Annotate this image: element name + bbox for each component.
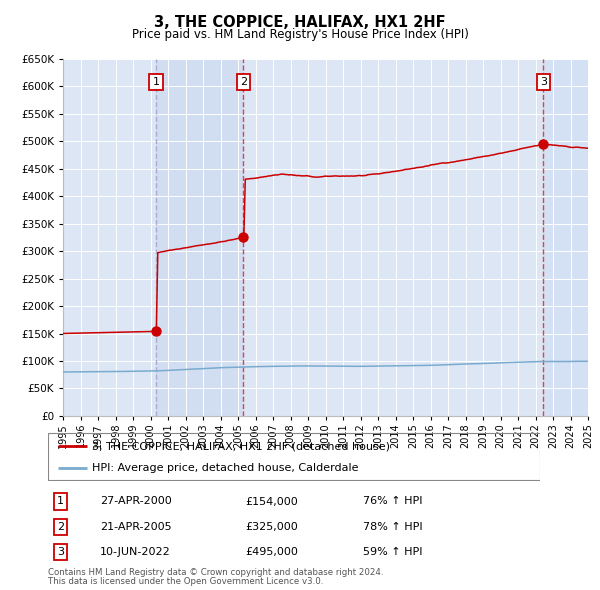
Text: This data is licensed under the Open Government Licence v3.0.: This data is licensed under the Open Gov… bbox=[48, 577, 323, 586]
Bar bbox=[156, 59, 243, 416]
Text: £154,000: £154,000 bbox=[245, 497, 298, 506]
Text: 27-APR-2000: 27-APR-2000 bbox=[100, 497, 172, 506]
Text: 78% ↑ HPI: 78% ↑ HPI bbox=[363, 522, 422, 532]
Text: 76% ↑ HPI: 76% ↑ HPI bbox=[363, 497, 422, 506]
Text: 3: 3 bbox=[57, 547, 64, 557]
Text: 3, THE COPPICE, HALIFAX, HX1 2HF (detached house): 3, THE COPPICE, HALIFAX, HX1 2HF (detach… bbox=[92, 441, 390, 451]
Text: 2: 2 bbox=[57, 522, 64, 532]
Text: 59% ↑ HPI: 59% ↑ HPI bbox=[363, 547, 422, 557]
Text: £325,000: £325,000 bbox=[245, 522, 298, 532]
Text: 21-APR-2005: 21-APR-2005 bbox=[100, 522, 171, 532]
Text: £495,000: £495,000 bbox=[245, 547, 298, 557]
Text: 3: 3 bbox=[540, 77, 547, 87]
Text: HPI: Average price, detached house, Calderdale: HPI: Average price, detached house, Cald… bbox=[92, 463, 359, 473]
Bar bbox=[543, 59, 588, 416]
Text: 3, THE COPPICE, HALIFAX, HX1 2HF: 3, THE COPPICE, HALIFAX, HX1 2HF bbox=[154, 15, 446, 30]
Text: Price paid vs. HM Land Registry's House Price Index (HPI): Price paid vs. HM Land Registry's House … bbox=[131, 28, 469, 41]
Text: 2: 2 bbox=[239, 77, 247, 87]
Text: 1: 1 bbox=[152, 77, 160, 87]
Text: 10-JUN-2022: 10-JUN-2022 bbox=[100, 547, 170, 557]
Text: 1: 1 bbox=[57, 497, 64, 506]
Text: Contains HM Land Registry data © Crown copyright and database right 2024.: Contains HM Land Registry data © Crown c… bbox=[48, 568, 383, 577]
